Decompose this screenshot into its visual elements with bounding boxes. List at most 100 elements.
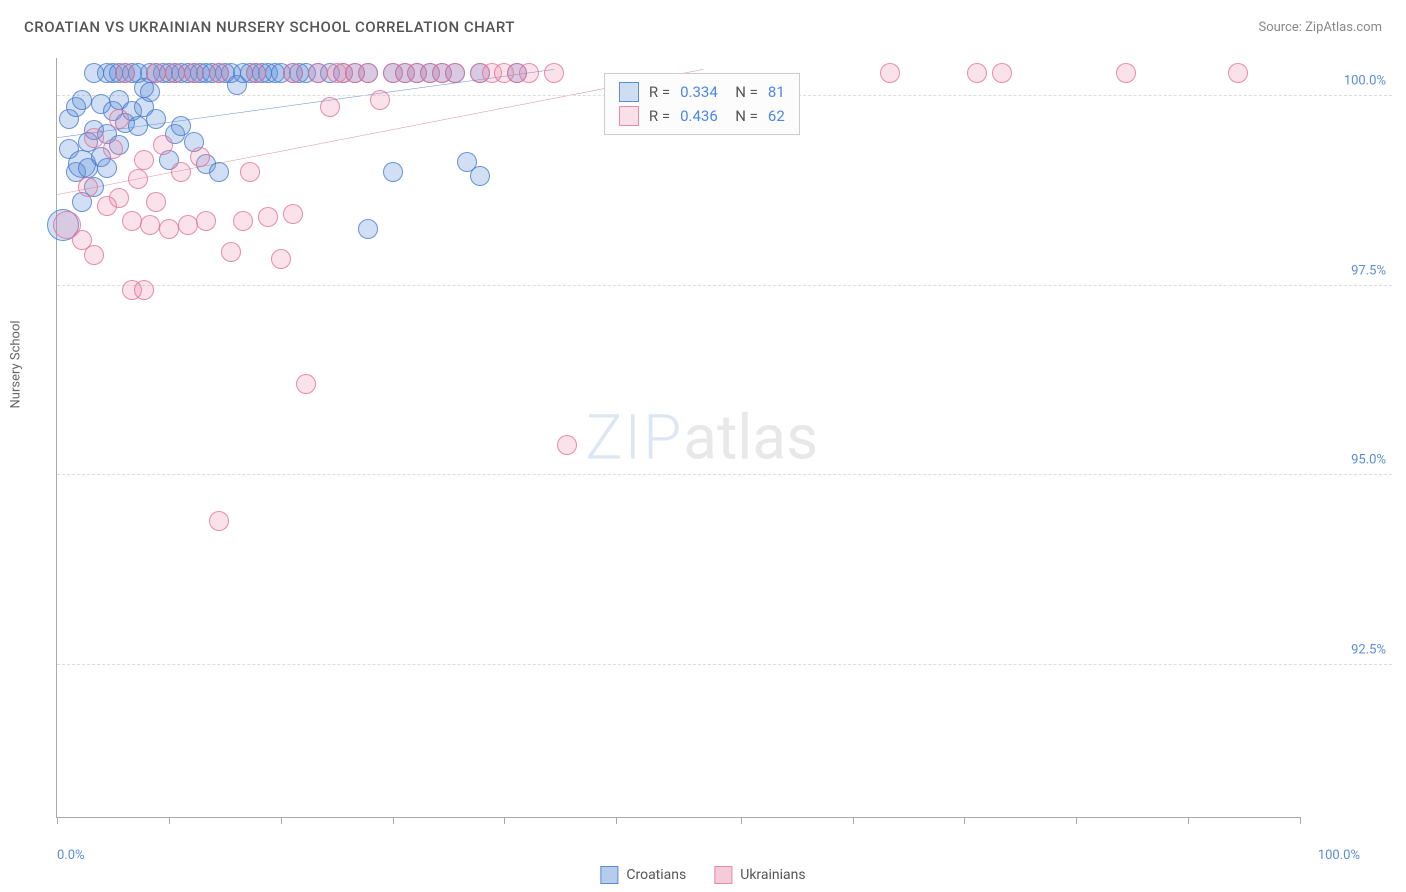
data-point-ukrainians — [159, 219, 179, 239]
data-point-ukrainians — [190, 147, 210, 167]
legend: Croatians Ukrainians — [600, 866, 805, 884]
data-point-ukrainians — [246, 63, 266, 83]
legend-item: Ukrainians — [714, 866, 805, 884]
watermark-atlas: atlas — [683, 401, 818, 474]
data-point-croatians — [383, 162, 403, 182]
data-point-ukrainians — [109, 188, 129, 208]
stats-r-value: 0.334 — [680, 83, 718, 101]
data-point-ukrainians — [370, 90, 390, 110]
data-point-ukrainians — [209, 63, 229, 83]
data-point-ukrainians — [128, 169, 148, 189]
data-point-ukrainians — [153, 135, 173, 155]
x-tick — [853, 817, 854, 824]
data-point-ukrainians — [519, 63, 539, 83]
data-point-ukrainians — [109, 109, 129, 129]
stats-swatch-icon — [619, 82, 639, 102]
x-max-label: 100.0% — [1318, 848, 1360, 863]
data-point-ukrainians — [171, 162, 191, 182]
stats-n-value: 81 — [768, 83, 785, 101]
gridline-h — [57, 285, 1392, 286]
data-point-ukrainians — [296, 374, 316, 394]
legend-item: Croatians — [600, 866, 686, 884]
x-tick — [1076, 817, 1077, 824]
stats-swatch-icon — [619, 106, 639, 126]
data-point-croatians — [470, 166, 490, 186]
data-point-ukrainians — [880, 63, 900, 83]
data-point-croatians — [140, 82, 160, 102]
x-tick — [169, 817, 170, 824]
data-point-ukrainians — [992, 63, 1012, 83]
data-point-ukrainians — [184, 63, 204, 83]
data-point-ukrainians — [544, 63, 564, 83]
legend-swatch-icon — [714, 866, 732, 884]
legend-swatch-icon — [600, 866, 618, 884]
data-point-ukrainians — [1228, 63, 1248, 83]
data-point-ukrainians — [134, 150, 154, 170]
watermark: ZIPatlas — [585, 401, 818, 474]
x-tick — [393, 817, 394, 824]
plot-region: ZIPatlas 0.0% 100.0% 100.0%97.5%95.0%92.… — [56, 58, 1300, 818]
y-tick-label: 92.5% — [1351, 643, 1386, 658]
stats-row-ukrainians: R = 0.436 N = 62 — [619, 104, 785, 128]
data-point-croatians — [209, 162, 229, 182]
data-point-ukrainians — [967, 63, 987, 83]
stats-r-value: 0.436 — [680, 107, 718, 125]
data-point-ukrainians — [196, 211, 216, 231]
chart-header: CROATIAN VS UKRAINIAN NURSERY SCHOOL COR… — [0, 0, 1406, 44]
y-tick-label: 97.5% — [1351, 263, 1386, 278]
chart-title: CROATIAN VS UKRAINIAN NURSERY SCHOOL COR… — [24, 18, 515, 36]
data-point-ukrainians — [358, 63, 378, 83]
x-tick — [1188, 817, 1189, 824]
data-point-ukrainians — [209, 511, 229, 531]
data-point-ukrainians — [78, 177, 98, 197]
gridline-h — [57, 474, 1392, 475]
data-point-croatians — [128, 116, 148, 136]
data-point-ukrainians — [221, 242, 241, 262]
data-point-ukrainians — [1116, 63, 1136, 83]
stats-box: R = 0.334 N = 81 R = 0.436 N = 62 — [604, 73, 800, 135]
data-point-ukrainians — [240, 162, 260, 182]
data-point-croatians — [72, 90, 92, 110]
data-point-ukrainians — [122, 211, 142, 231]
data-point-ukrainians — [233, 211, 253, 231]
legend-label: Ukrainians — [740, 867, 805, 883]
data-point-ukrainians — [178, 215, 198, 235]
y-tick-label: 100.0% — [1344, 73, 1386, 88]
data-point-ukrainians — [445, 63, 465, 83]
y-tick-label: 95.0% — [1351, 453, 1386, 468]
data-point-ukrainians — [283, 204, 303, 224]
data-point-ukrainians — [146, 63, 166, 83]
stats-n-value: 62 — [768, 107, 785, 125]
data-point-ukrainians — [103, 139, 123, 159]
chart-source: Source: ZipAtlas.com — [1258, 20, 1382, 35]
data-point-croatians — [146, 109, 166, 129]
data-point-ukrainians — [271, 249, 291, 269]
y-axis-label: Nursery School — [9, 320, 24, 408]
x-tick — [741, 817, 742, 824]
data-point-ukrainians — [140, 215, 160, 235]
watermark-zip: ZIP — [585, 401, 683, 474]
data-point-ukrainians — [557, 435, 577, 455]
data-point-ukrainians — [283, 63, 303, 83]
data-point-ukrainians — [320, 97, 340, 117]
data-point-ukrainians — [146, 192, 166, 212]
gridline-h — [57, 664, 1392, 665]
x-tick — [1300, 817, 1301, 824]
data-point-ukrainians — [84, 245, 104, 265]
x-tick — [964, 817, 965, 824]
stats-r-label: R = — [649, 83, 670, 101]
data-point-ukrainians — [115, 63, 135, 83]
legend-label: Croatians — [626, 867, 686, 883]
chart-area: Nursery School ZIPatlas 0.0% 100.0% 100.… — [40, 48, 1392, 842]
x-tick — [616, 817, 617, 824]
stats-n-label: N = — [728, 83, 758, 101]
stats-row-croatians: R = 0.334 N = 81 — [619, 80, 785, 104]
x-tick — [281, 817, 282, 824]
x-tick — [57, 817, 58, 824]
stats-r-label: R = — [649, 107, 670, 125]
data-point-ukrainians — [258, 207, 278, 227]
data-point-croatians — [97, 158, 117, 178]
x-tick — [504, 817, 505, 824]
x-min-label: 0.0% — [57, 848, 85, 863]
stats-n-label: N = — [728, 107, 758, 125]
